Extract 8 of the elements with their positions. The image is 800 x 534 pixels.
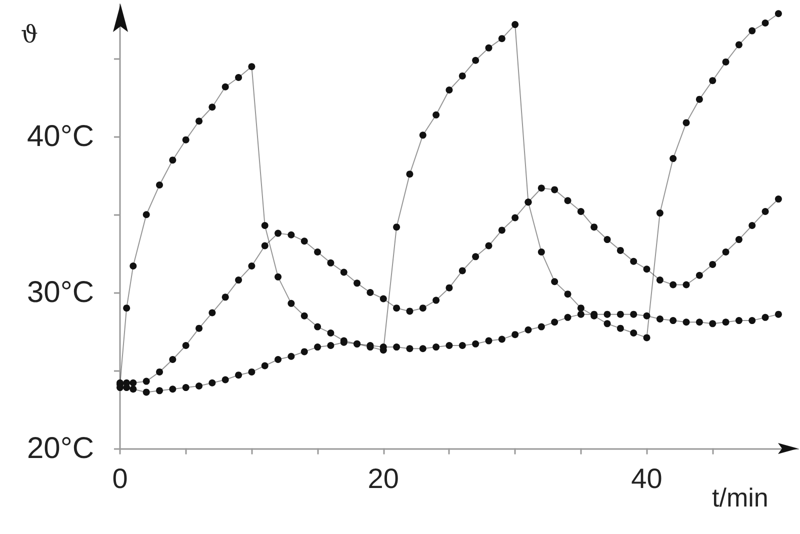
y-tick-label: 30°C bbox=[26, 276, 94, 310]
x-tick-label: 40 bbox=[631, 462, 662, 494]
x-tick-label: 20 bbox=[368, 462, 399, 494]
y-axis-title: ϑ bbox=[20, 20, 38, 48]
y-tick-label: 20°C bbox=[26, 432, 94, 465]
y-tick-label: 40°C bbox=[26, 120, 94, 154]
x-axis-title: t/min bbox=[712, 482, 768, 512]
x-tick-label: 0 bbox=[112, 462, 128, 494]
